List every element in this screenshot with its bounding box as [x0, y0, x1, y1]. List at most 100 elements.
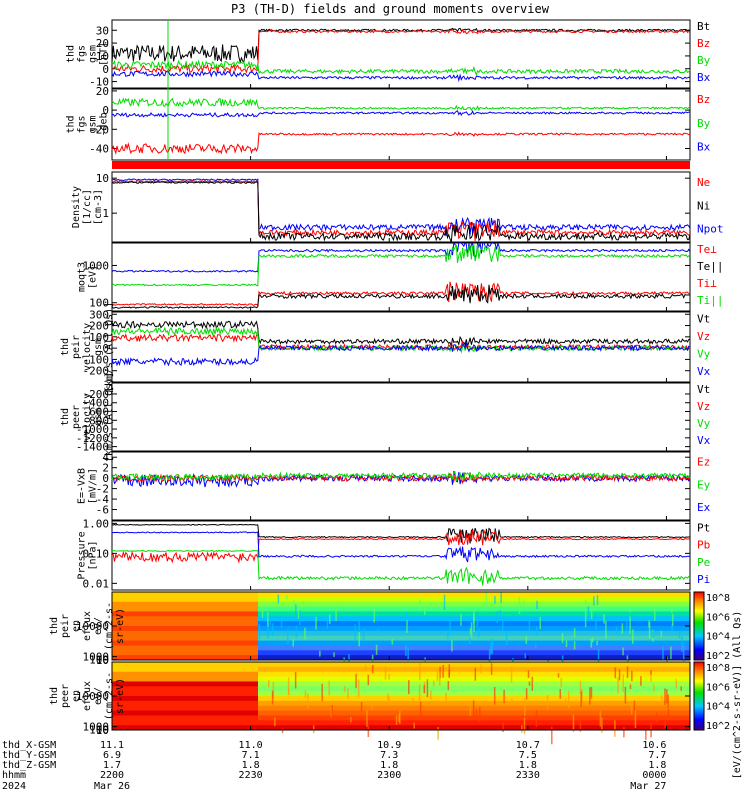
heatmap-cell	[660, 631, 663, 637]
legend-entry: Bx	[697, 141, 711, 154]
heatmap-cell	[573, 628, 576, 638]
heatmap-cell	[269, 615, 271, 626]
heatmap-cell	[622, 647, 624, 656]
heatmap-cell	[579, 724, 582, 732]
heatmap-cell	[655, 712, 658, 722]
heatmap-cell	[664, 720, 666, 729]
heatmap-cell	[295, 604, 297, 622]
heatmap-cell	[405, 611, 407, 621]
heatmap-cell	[371, 654, 374, 667]
heatmap-cell	[258, 676, 690, 682]
heatmap-cell	[511, 698, 513, 704]
y-axis-label: eflux	[82, 611, 93, 641]
heatmap-cell	[258, 596, 690, 603]
heatmap-cell	[535, 643, 537, 649]
heatmap-cell	[474, 667, 477, 681]
y-tick-label: -400	[83, 397, 110, 410]
heatmap-cell	[271, 623, 274, 637]
heatmap-cell	[564, 698, 567, 705]
heatmap-cell	[112, 596, 258, 603]
heatmap-cell	[350, 717, 352, 723]
legend-entry: Pt	[697, 521, 710, 534]
heatmap-cell	[423, 685, 426, 693]
heatmap-cell	[407, 647, 409, 661]
legend-entry: Vy	[697, 348, 711, 361]
heatmap-cell	[258, 623, 261, 640]
heatmap-cell	[294, 671, 297, 689]
heatmap-cell	[654, 605, 656, 621]
time-row-label: thd_X-GSM	[2, 740, 56, 751]
legend-entry: Ti⊥	[697, 277, 717, 290]
legend-entry: Vt	[697, 313, 710, 326]
y-tick-label: 0.01	[83, 577, 110, 590]
legend-entry: Te||	[697, 260, 724, 273]
y-tick-label: 0	[102, 472, 109, 485]
heatmap-cell	[258, 681, 690, 687]
panel-frame	[111, 520, 691, 591]
series-line-te	[111, 284, 691, 309]
legend-entry: Vt	[697, 383, 710, 396]
series-line-pe	[111, 549, 691, 586]
y-tick-label: -200	[83, 388, 110, 401]
heatmap-cell	[630, 701, 633, 715]
y-axis-label: [eV]	[88, 265, 99, 289]
series-line-bz	[111, 131, 691, 156]
time-value: 1.8	[242, 760, 260, 771]
y-tick-label: 200	[89, 320, 109, 333]
heatmap-cell	[297, 607, 300, 619]
colorbar-fill	[693, 661, 705, 731]
heatmap-cell	[112, 655, 258, 661]
heatmap-cell	[258, 671, 690, 678]
y-axis-label: gsm	[88, 115, 99, 133]
heatmap-cell	[625, 614, 628, 632]
colorbar-tick-label: 10^6	[706, 682, 730, 693]
heatmap-cell	[112, 616, 258, 622]
heatmap-cell	[559, 688, 562, 699]
heatmap-cell	[373, 606, 376, 623]
y-axis-label: peer	[60, 684, 71, 708]
heatmap-cell	[479, 707, 481, 722]
colorbar-tick-label: 10^8	[706, 663, 730, 674]
time-value: 7.7	[648, 750, 666, 761]
heatmap-cell	[360, 702, 363, 712]
time-value: 7.1	[242, 750, 260, 761]
heatmap-cell	[629, 616, 631, 635]
heatmap-cell	[419, 599, 421, 611]
time-value: Mar 26	[94, 781, 130, 792]
heatmap-cell	[112, 705, 258, 712]
heatmap-cell	[424, 657, 426, 664]
series-line-by	[111, 97, 691, 112]
heatmap-cell	[112, 700, 258, 707]
heatmap-cell	[258, 592, 690, 598]
heatmap-cell	[437, 727, 439, 740]
heatmap-cell	[418, 684, 421, 702]
heatmap-cell	[449, 620, 451, 634]
y-tick-label: 30	[96, 24, 109, 37]
heatmap-cell	[112, 601, 258, 608]
time-value: 7.3	[380, 750, 398, 761]
series-line-vy	[111, 326, 691, 354]
heatmap-cell	[333, 652, 335, 657]
series-line-npot	[111, 178, 691, 237]
heatmap-cell	[408, 680, 410, 695]
heatmap-cell	[112, 662, 258, 668]
y-axis-label: peir	[71, 335, 82, 359]
heatmap-cell	[272, 681, 275, 699]
heatmap-cell	[292, 639, 294, 647]
heatmap-cell	[485, 592, 488, 611]
y-tick-label: -1200	[76, 432, 109, 445]
time-value: 2330	[516, 770, 540, 781]
time-row-label: thd_Z-GSM	[2, 760, 56, 771]
y-tick-label: -2	[96, 483, 109, 496]
legend-entry: Bx	[697, 71, 711, 84]
legend-entry: Te⊥	[697, 243, 717, 256]
heatmap-cell	[384, 666, 387, 680]
legend-entry: Bz	[697, 37, 710, 50]
y-tick-label: 0.10	[83, 547, 110, 560]
heatmap-cell	[587, 606, 590, 612]
heatmap-cell	[439, 666, 441, 679]
y-tick-label: 100	[89, 297, 109, 310]
heatmap-cell	[531, 676, 534, 691]
heatmap-cell	[490, 663, 493, 675]
heatmap-cell	[319, 650, 321, 657]
